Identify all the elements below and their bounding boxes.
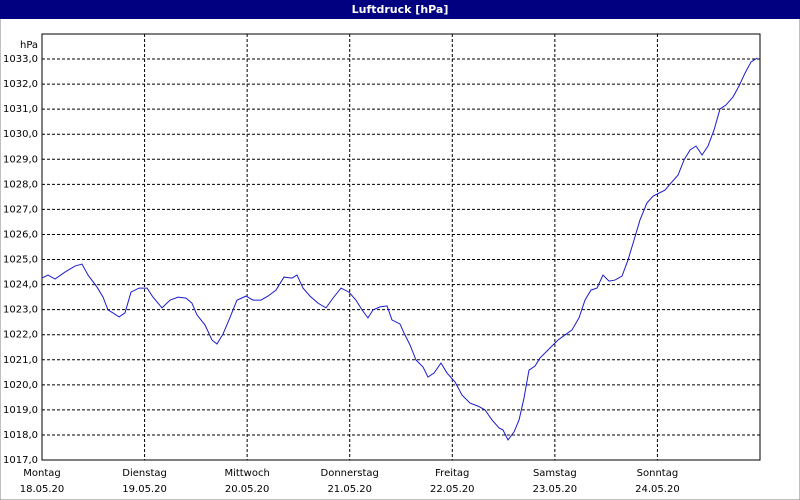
title-bar bbox=[0, 0, 800, 19]
y-tick-label: 1022,0 bbox=[3, 330, 38, 341]
x-tick-date: 23.05.20 bbox=[533, 484, 578, 495]
chart-title: Luftdruck [hPa] bbox=[352, 3, 449, 16]
y-tick-label: 1029,0 bbox=[3, 154, 38, 165]
y-tick-label: 1031,0 bbox=[3, 104, 38, 115]
plot-area bbox=[41, 33, 761, 461]
x-tick-label: Samstag bbox=[533, 468, 577, 479]
x-tick-label: Montag bbox=[23, 468, 60, 479]
y-tick-label: 1030,0 bbox=[3, 129, 38, 140]
x-tick-label: Dienstag bbox=[122, 468, 167, 479]
y-tick-label: 1032,0 bbox=[3, 79, 38, 90]
y-tick-label: 1027,0 bbox=[3, 204, 38, 215]
y-tick-label: 1033,0 bbox=[3, 54, 38, 65]
x-tick-date: 19.05.20 bbox=[122, 484, 167, 495]
y-tick-label: 1018,0 bbox=[3, 430, 38, 441]
y-tick-label: 1020,0 bbox=[3, 380, 38, 391]
y-tick-label: 1025,0 bbox=[3, 255, 38, 266]
y-tick-label: 1019,0 bbox=[3, 405, 38, 416]
y-tick-label: 1026,0 bbox=[3, 229, 38, 240]
y-tick-label: 1017,0 bbox=[3, 455, 38, 466]
y-tick-label: 1021,0 bbox=[3, 355, 38, 366]
y-tick-label: 1024,0 bbox=[3, 280, 38, 291]
y-tick-label: 1028,0 bbox=[3, 179, 38, 190]
x-tick-date: 24.05.20 bbox=[635, 484, 680, 495]
x-tick-label: Sonntag bbox=[637, 468, 679, 479]
x-tick-date: 20.05.20 bbox=[225, 484, 270, 495]
y-tick-label: 1023,0 bbox=[3, 305, 38, 316]
x-tick-date: 22.05.20 bbox=[430, 484, 475, 495]
x-tick-label: Freitag bbox=[435, 468, 469, 479]
x-tick-label: Donnerstag bbox=[321, 468, 379, 479]
x-tick-date: 18.05.20 bbox=[20, 484, 65, 495]
data-line bbox=[41, 57, 758, 441]
x-tick-date: 21.05.20 bbox=[327, 484, 372, 495]
x-tick-label: Mittwoch bbox=[224, 468, 269, 479]
y-axis-label: hPa bbox=[20, 40, 38, 51]
